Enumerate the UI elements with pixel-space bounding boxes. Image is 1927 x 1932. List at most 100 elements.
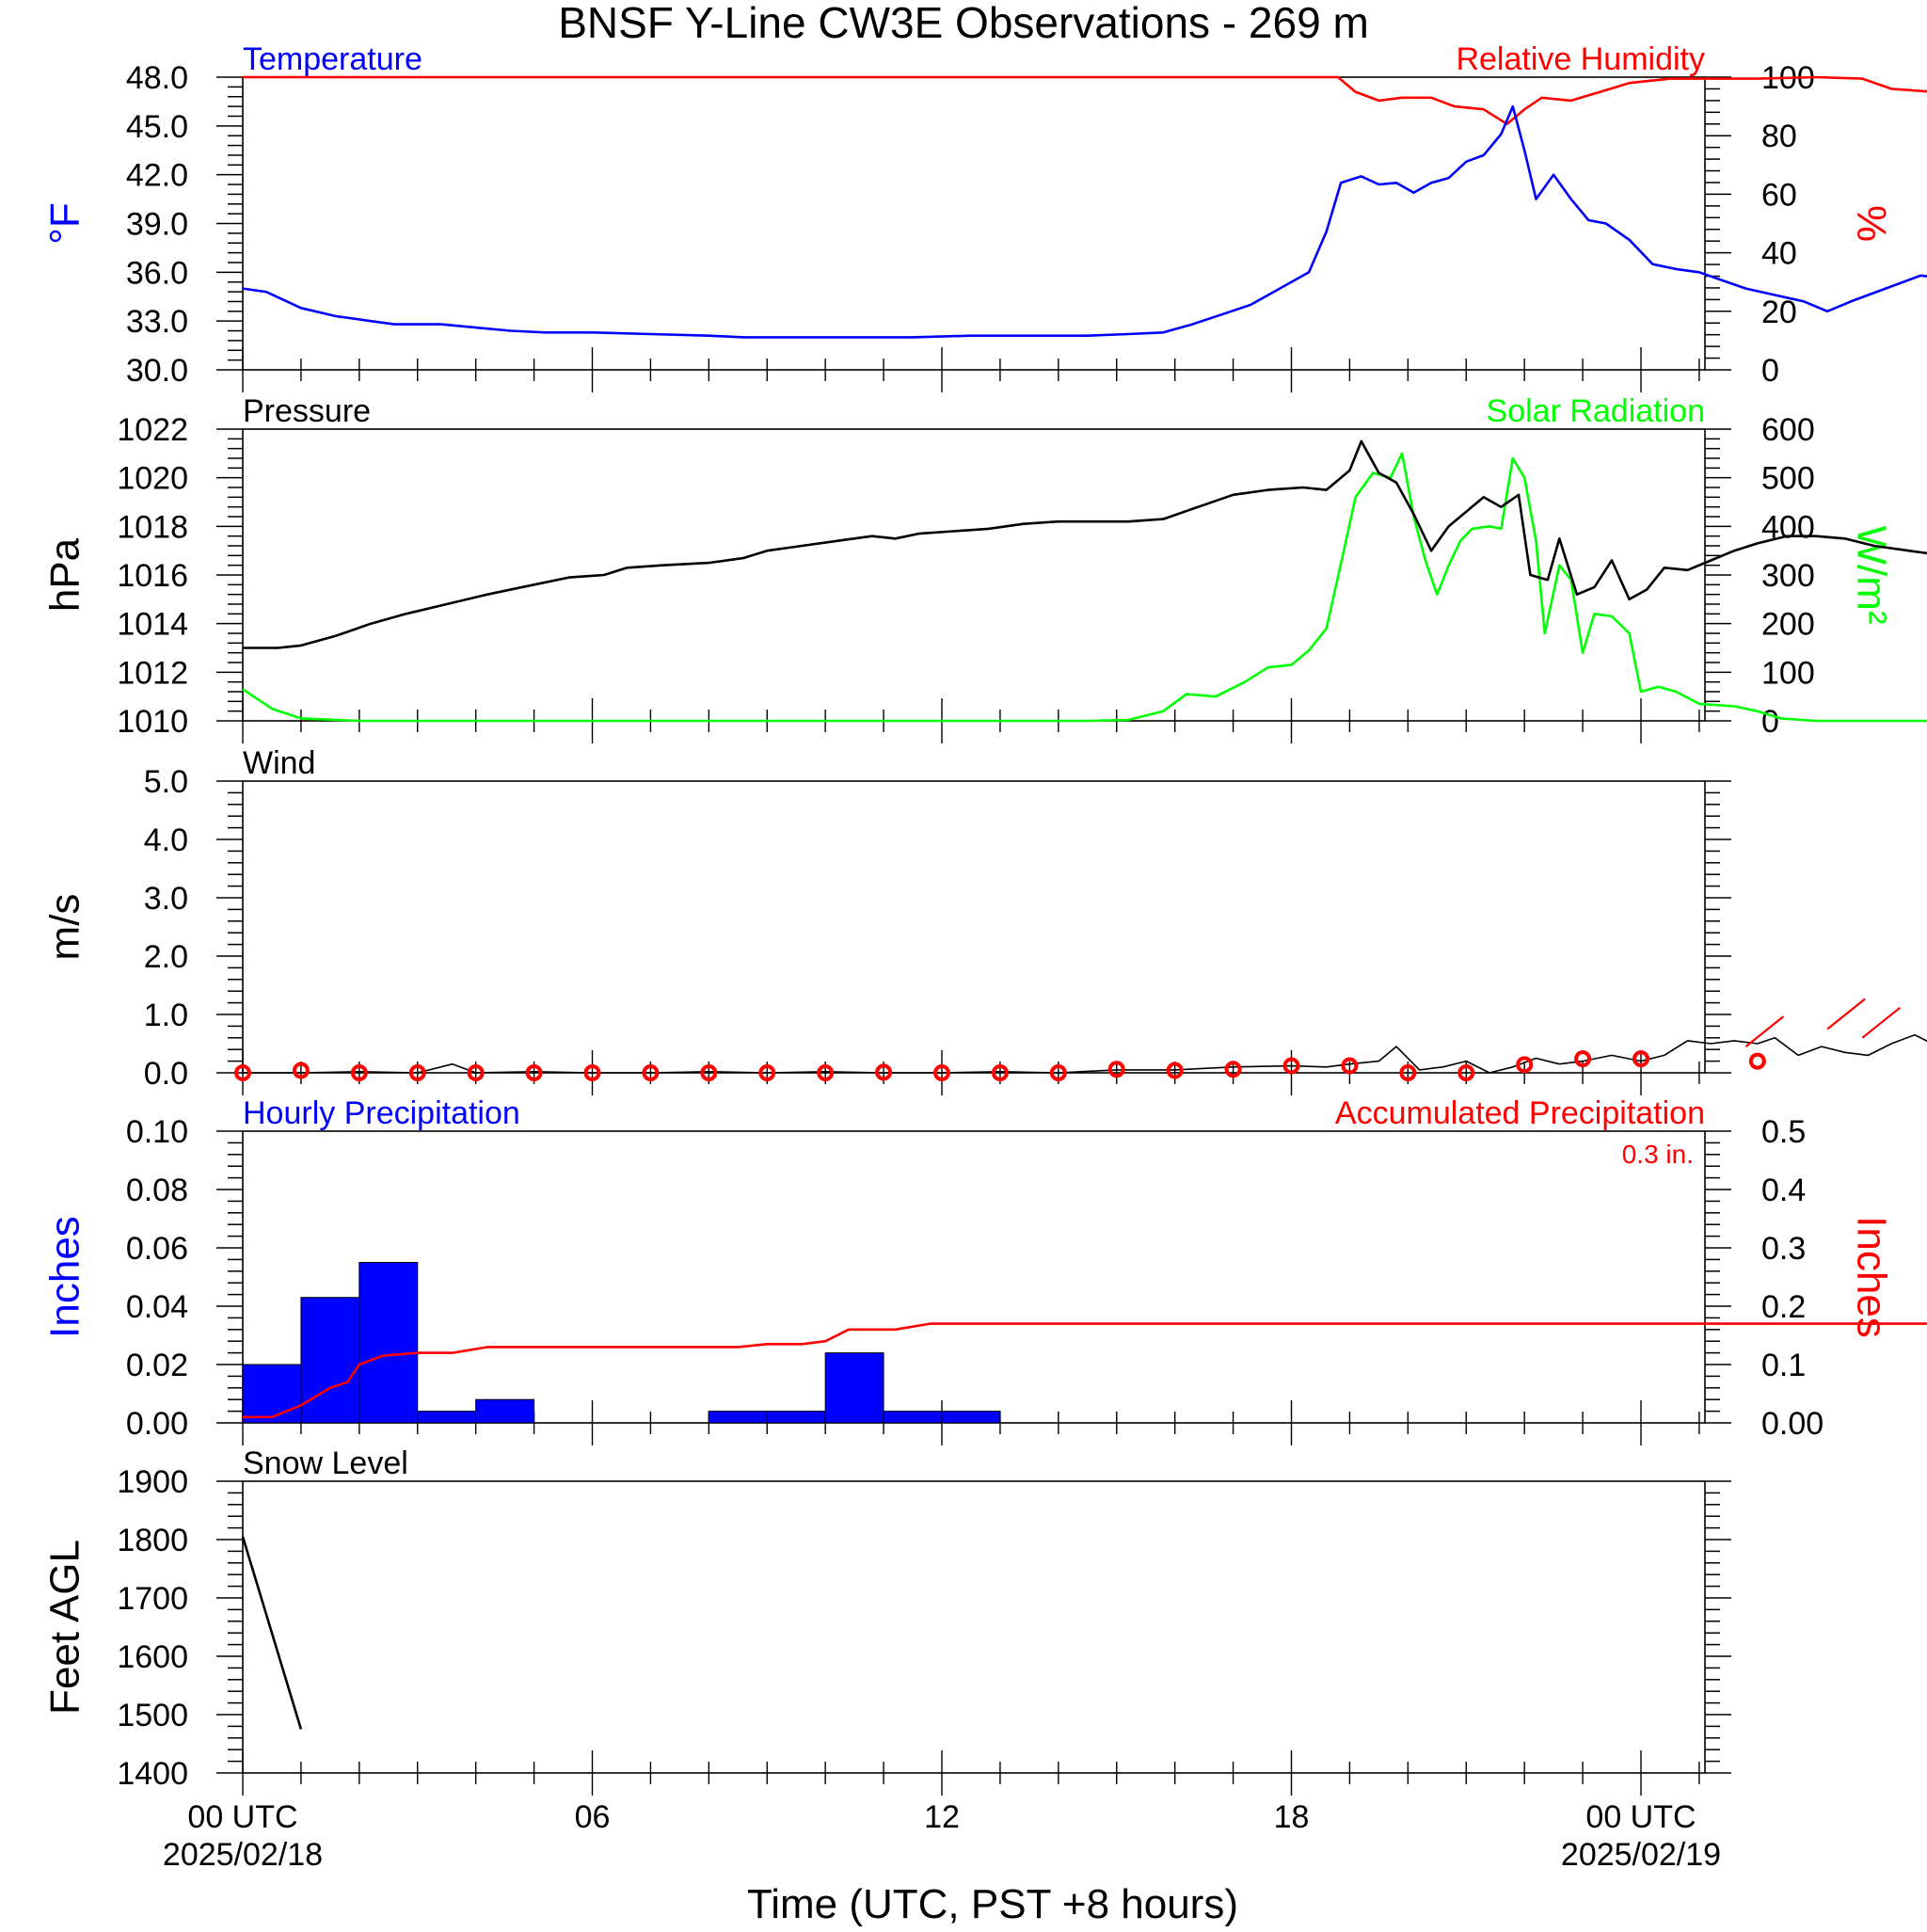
hourly-precip-bar (941, 1411, 1001, 1424)
wind-calm-marker (408, 1064, 426, 1081)
wind-calm-marker (350, 1064, 368, 1081)
wind-series-label: Wind (243, 745, 315, 781)
hourly-precip-bar (708, 1411, 768, 1424)
pressure-axis-tick-label: 1012 (117, 655, 188, 691)
humidity-axis-tick-label: 60 (1761, 177, 1797, 213)
snow-level-axis-tick-label: 1900 (117, 1464, 188, 1500)
humidity-series-label: Relative Humidity (1456, 41, 1705, 77)
panel-temperature-humidity: 30.033.036.039.042.045.048.0020406080100… (42, 41, 1927, 392)
hourly-precip-bar (475, 1398, 535, 1424)
panel-frame-5 (242, 1480, 1706, 1774)
pressure-series-label: Pressure (243, 393, 371, 429)
accum-precip-axis-tick-label: 0.2 (1761, 1289, 1806, 1325)
wind-calm-marker (583, 1064, 601, 1081)
wind-calm-marker (1107, 1061, 1125, 1078)
temperature-axis-tick-label: 45.0 (126, 109, 188, 145)
snow-level-line (241, 1536, 303, 1730)
snow-level-axis-tick-label: 1400 (117, 1756, 188, 1792)
wind-calm-marker (1516, 1056, 1534, 1074)
solar-axis-tick-label: 600 (1761, 412, 1815, 448)
temperature-axis-tick-label: 33.0 (126, 304, 188, 340)
accum-precip-axis-tick-label: 0.4 (1761, 1173, 1806, 1208)
snow-level-axis-tick-label: 1500 (117, 1698, 188, 1733)
wind-axis-tick-label: 2.0 (144, 939, 188, 975)
accum-precip-axis-title: Inches (1848, 1216, 1894, 1338)
hourly-precip-axis-title: Inches (42, 1216, 88, 1338)
panel-precipitation: 0.00 0.02 0.04 0.06 0.08 0.10 0.00 0.1 0.2 0.3 0.4… (42, 1095, 1927, 1445)
wind-calm-marker (1574, 1050, 1592, 1068)
humidity-axis-title: % (1848, 205, 1894, 242)
snow-level-axis-title: Feet AGL (42, 1540, 88, 1715)
wind-calm-marker (525, 1064, 543, 1081)
wind-barb (1861, 1006, 1901, 1039)
pressure-axis-tick-label: 1014 (117, 607, 188, 643)
wind-calm-marker (234, 1064, 251, 1081)
humidity-axis-tick-label: 40 (1761, 236, 1797, 272)
hourly-precip-axis-tick-label: 0.04 (126, 1289, 188, 1325)
accum-precip-line (243, 1322, 1927, 1419)
temperature-series-label: Temperature (243, 41, 422, 77)
hourly-precip-bar (417, 1411, 477, 1424)
temperature-axis-tick-label: 42.0 (126, 158, 188, 194)
hourly-precip-axis-tick-label: 0.08 (126, 1173, 188, 1208)
wind-calm-marker (1341, 1057, 1359, 1075)
solar-line (242, 452, 1927, 723)
wind-axis-tick-label: 3.0 (144, 881, 188, 917)
pressure-axis-tick-label: 1022 (117, 412, 188, 448)
pressure-axis-tick-label: 1018 (117, 509, 188, 545)
wind-calm-marker (1632, 1050, 1649, 1068)
humidity-axis-tick-label: 0 (1761, 353, 1779, 389)
wind-calm-marker (1399, 1064, 1417, 1081)
hourly-precip-bar (883, 1411, 943, 1424)
x-date-label: 2025/02/19 (1561, 1837, 1721, 1873)
wind-calm-marker (1224, 1061, 1242, 1078)
wind-axis-title: m/s (42, 894, 88, 961)
wind-calm-marker (817, 1064, 835, 1081)
x-axis-title: Time (UTC, PST +8 hours) (747, 1881, 1238, 1927)
hourly-precip-axis-tick-label: 0.02 (126, 1348, 188, 1383)
wind-barb (1744, 1015, 1785, 1047)
temperature-axis-tick-label: 48.0 (126, 60, 188, 96)
accum-precip-axis-tick-label: 0.1 (1761, 1348, 1806, 1383)
x-tick-label: 06 (575, 1799, 611, 1835)
temperature-axis-title: °F (42, 202, 88, 244)
hourly-precip-series-label: Hourly Precipitation (243, 1095, 520, 1131)
wind-calm-marker (700, 1064, 718, 1081)
panel-frame-2 (242, 428, 1706, 722)
snow-level-series-label: Snow Level (243, 1445, 408, 1481)
temperature-axis-tick-label: 36.0 (126, 255, 188, 291)
pressure-axis-tick-label: 1010 (117, 704, 188, 740)
panel-frame-3 (242, 780, 1706, 1074)
solar-axis-tick-label: 500 (1761, 461, 1815, 497)
x-date-label: 2025/02/18 (163, 1837, 323, 1873)
temperature-line (242, 104, 1927, 339)
hourly-precip-bar (358, 1262, 419, 1424)
snow-level-axis-tick-label: 1700 (117, 1581, 188, 1617)
pressure-axis-title: hPa (42, 537, 88, 612)
wind-calm-marker (875, 1063, 893, 1081)
hourly-precip-bar (300, 1297, 360, 1424)
wind-axis-tick-label: 4.0 (144, 822, 188, 858)
wind-calm-marker (1166, 1062, 1184, 1079)
hourly-precip-axis-tick-label: 0.00 (126, 1406, 188, 1442)
wind-calm-marker (758, 1064, 776, 1081)
temperature-axis-tick-label: 39.0 (126, 207, 188, 243)
wind-axis-tick-label: 0.0 (144, 1056, 188, 1092)
wind-calm-marker (642, 1064, 660, 1081)
hourly-precip-bar (242, 1364, 302, 1424)
snow-level-axis-tick-label: 1800 (117, 1523, 188, 1558)
x-tick-label: 18 (1274, 1799, 1310, 1835)
accum-precip-axis-tick-label: 0.5 (1761, 1114, 1806, 1150)
x-tick-label: 00 UTC (187, 1799, 297, 1835)
hourly-precip-bar (824, 1352, 884, 1424)
wind-calm-marker (1282, 1057, 1300, 1075)
pressure-axis-tick-label: 1016 (117, 558, 188, 594)
accum-precip-series-label: Accumulated Precipitation (1335, 1095, 1705, 1131)
humidity-line (243, 75, 1927, 126)
wind-calm-marker (1457, 1064, 1475, 1081)
x-tick-label: 12 (924, 1799, 960, 1835)
wind-line (243, 1033, 1927, 1074)
solar-axis-tick-label: 300 (1761, 558, 1815, 594)
